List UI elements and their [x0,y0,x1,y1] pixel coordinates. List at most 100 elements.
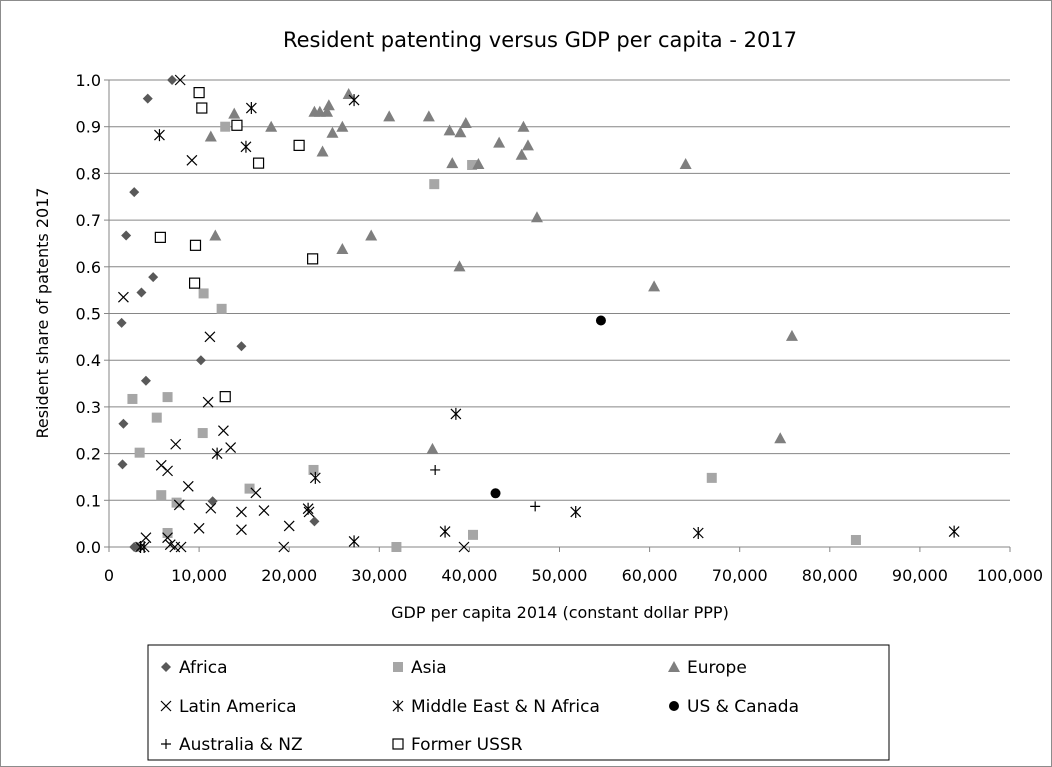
data-point [174,74,186,86]
data-point [443,124,456,136]
data-point [422,110,435,122]
data-point [530,501,541,512]
y-tick-label: 0.5 [76,305,101,324]
legend-marker [392,700,404,712]
data-point [117,459,128,470]
legend-marker [392,738,404,750]
data-point [140,375,151,386]
data-point [303,506,315,518]
data-point [321,105,334,117]
data-point [450,407,462,420]
series-group [127,121,861,552]
data-point [170,438,182,450]
legend-label: US & Canada [687,697,799,717]
data-point [196,102,208,114]
data-point [162,392,173,403]
data-point [426,442,439,454]
data-point [209,229,222,241]
data-point [127,393,138,404]
legend-label: Australia & NZ [179,735,303,755]
data-point [308,464,319,475]
data-point [204,130,217,142]
data-point [236,341,247,352]
data-point [117,291,129,303]
x-tick-label: 70,000 [712,566,768,585]
x-tick-label: 30,000 [351,566,407,585]
data-point [173,499,185,511]
data-point [302,502,314,515]
data-point [252,157,265,169]
data-point [148,272,159,283]
data-point [309,471,321,484]
x-tick-label: 0 [104,566,114,585]
data-point [189,239,202,251]
y-axis-label: Resident share of patents 2017 [33,187,52,438]
chart-title: Resident patenting versus GDP per capita… [283,28,797,52]
data-point [530,211,543,223]
data-point [225,442,237,453]
data-point [211,447,223,460]
data-point [570,505,582,518]
series-group [490,315,606,499]
data-point [493,136,506,148]
data-point [140,532,152,544]
series-group [116,75,320,552]
data-point [517,120,530,132]
y-tick-label: 0.1 [76,491,101,510]
data-point [309,516,320,527]
y-tick-label: 0.3 [76,398,101,417]
data-point [595,315,606,326]
data-point [202,396,214,408]
data-point [348,94,360,107]
data-point [326,126,339,138]
legend-box [147,644,890,761]
data-point [322,99,335,111]
data-point [348,535,360,548]
data-point [283,520,295,532]
data-point [458,541,470,553]
x-tick-label: 40,000 [441,566,497,585]
data-point [785,329,798,341]
data-point [265,120,278,132]
legend-label: Europe [687,658,747,678]
data-point [454,126,467,138]
data-point [521,139,534,151]
data-point [197,428,208,439]
data-point [336,243,349,255]
y-tick-label: 0.6 [76,258,101,277]
legend-label: Asia [411,658,447,678]
series-group [135,94,960,553]
series-group [154,87,319,403]
data-point [336,120,349,132]
data-point [244,483,255,494]
data-point [195,355,206,366]
y-tick-label: 1.0 [76,71,101,90]
data-point [142,93,153,104]
data-point [236,524,247,536]
data-point [162,532,173,544]
data-point [679,158,692,170]
data-point [472,158,485,170]
data-point [430,464,441,475]
data-point [948,525,960,538]
x-tick-label: 100,000 [977,566,1043,585]
data-point [231,119,243,131]
y-tick-label: 0.2 [76,445,101,464]
x-tick-label: 90,000 [892,566,948,585]
data-point [154,129,165,142]
legend-label: Latin America [179,697,297,717]
data-point [198,288,209,299]
data-point [188,277,201,289]
data-point [151,412,162,423]
x-tick-label: 60,000 [622,566,678,585]
data-point [250,487,262,499]
x-tick-label: 80,000 [802,566,858,585]
data-point [446,157,459,169]
data-point [648,280,661,292]
x-tick-label: 10,000 [171,566,227,585]
data-point [182,480,194,492]
legend-label: Middle East & N Africa [411,697,600,717]
data-point [118,418,129,429]
